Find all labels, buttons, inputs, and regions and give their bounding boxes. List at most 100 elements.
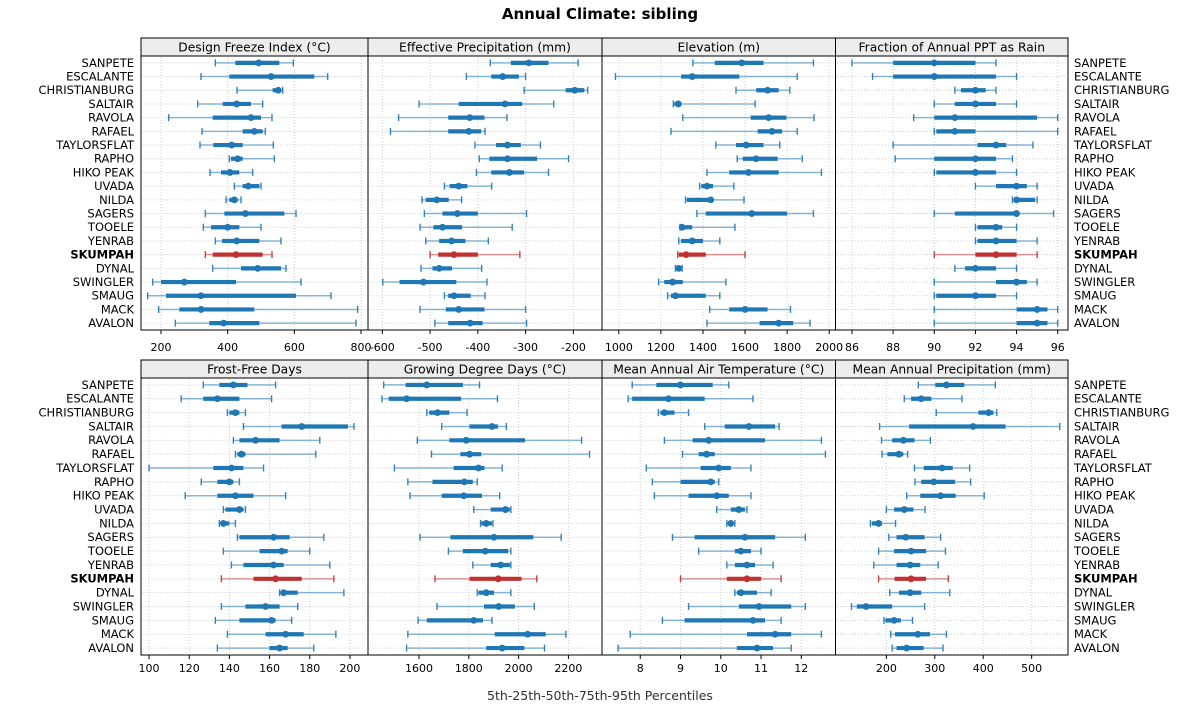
- median-dot: [482, 589, 490, 597]
- interval-taylorsflat: [474, 141, 542, 149]
- site-label-right-sanpete-row0: SANPETE: [1074, 56, 1126, 70]
- site-label-left-dynal-row1: DYNAL: [96, 586, 135, 600]
- median-dot: [501, 100, 509, 108]
- median-dot: [232, 492, 239, 500]
- median-dot: [675, 264, 683, 272]
- interval-uvada: [233, 182, 262, 190]
- interval-saltair: [440, 422, 508, 430]
- median-dot: [1013, 182, 1020, 190]
- panel-frame: [367, 377, 603, 656]
- site-label-left-tooele-row0: TOOELE: [87, 220, 134, 234]
- site-label-right-smaug-row1: SMAUG: [1074, 613, 1116, 627]
- median-dot: [745, 169, 752, 176]
- median-dot: [1033, 306, 1041, 313]
- interval-hiko-peak: [409, 492, 501, 500]
- site-label-left-skumpah-row1: SKUMPAH: [70, 572, 134, 586]
- axis-tick-label: 88: [886, 341, 900, 354]
- interval-skumpah: [220, 575, 335, 583]
- site-label-right-sanpete-row1: SANPETE: [1074, 378, 1126, 392]
- interval-taylorsflat: [199, 141, 275, 149]
- interval-dynal: [674, 264, 683, 272]
- axis-tick-label: 1800: [455, 662, 483, 675]
- axis-tick-label: 96: [1051, 341, 1065, 354]
- median-dot: [466, 114, 474, 122]
- axis-tick-label: 160: [259, 662, 280, 675]
- median-dot: [232, 409, 239, 417]
- median-dot: [972, 86, 979, 94]
- median-dot: [943, 381, 950, 389]
- median-dot: [276, 644, 284, 652]
- interval-mack: [157, 305, 359, 313]
- axis-tick-label: 600: [284, 341, 305, 354]
- interval-smaug: [417, 616, 493, 624]
- interval-uvada: [698, 182, 735, 190]
- median-dot: [497, 561, 505, 569]
- interval-avalon: [405, 644, 546, 652]
- median-dot: [1013, 196, 1020, 204]
- site-label-right-rapho-row1: RAPHO: [1074, 475, 1114, 489]
- median-dot: [937, 492, 945, 500]
- strip-title: Elevation (m): [677, 41, 760, 55]
- site-label-left-yenrab-row1: YENRAB: [87, 558, 134, 572]
- site-label-right-skumpah-row1: SKUMPAH: [1074, 572, 1138, 586]
- axis-tick-label: 1400: [689, 341, 717, 354]
- interval-uvada: [885, 506, 926, 514]
- median-dot: [278, 547, 286, 555]
- site-label-right-skumpah-row0: SKUMPAH: [1074, 248, 1138, 262]
- interval-sanpete: [214, 59, 295, 67]
- median-dot: [930, 59, 938, 67]
- median-dot: [465, 127, 473, 135]
- median-dot: [705, 436, 713, 444]
- interval-dynal: [476, 589, 512, 597]
- median-dot: [280, 589, 288, 597]
- interval-skumpah: [877, 575, 950, 583]
- interval-taylorsflat: [148, 464, 265, 472]
- median-dot: [972, 100, 979, 108]
- median-dot: [674, 100, 682, 108]
- median-dot: [267, 73, 275, 80]
- interval-christianburg: [657, 409, 690, 417]
- median-dot: [749, 616, 757, 624]
- median-dot: [250, 127, 258, 135]
- median-dot: [495, 603, 503, 610]
- median-dot: [272, 575, 279, 583]
- site-label-left-rapho-row1: RAPHO: [94, 475, 134, 489]
- site-label-left-dynal-row0: DYNAL: [96, 261, 135, 275]
- median-dot: [771, 630, 779, 638]
- interval-escalante: [180, 395, 273, 403]
- interval-hiko-peak: [933, 168, 1018, 176]
- interval-escalante: [903, 395, 963, 403]
- panel-frame: [601, 55, 836, 331]
- site-label-right-dynal-row0: DYNAL: [1074, 261, 1113, 275]
- interval-skumpah: [434, 575, 538, 583]
- site-label-left-rapho-row0: RAPHO: [94, 152, 134, 166]
- interval-rafael: [234, 450, 317, 458]
- interval-smaug: [443, 292, 486, 300]
- median-dot: [220, 319, 228, 327]
- median-dot: [688, 73, 696, 80]
- panel-frame: [835, 377, 1069, 656]
- interval-skumpah: [933, 251, 1038, 259]
- median-dot: [899, 436, 907, 444]
- median-dot: [768, 127, 776, 135]
- median-dot: [230, 381, 237, 389]
- median-dot: [875, 520, 883, 527]
- interval-swingler: [933, 278, 1038, 286]
- interval-taylorsflat: [393, 464, 503, 472]
- median-dot: [862, 603, 870, 610]
- panel-frame: [601, 377, 836, 656]
- median-dot: [755, 603, 763, 610]
- site-label-right-ravola-row0: RAVOLA: [1074, 111, 1120, 125]
- site-label-right-sagers-row0: SAGERS: [1074, 206, 1121, 220]
- site-label-left-mack-row1: MACK: [101, 627, 135, 641]
- interval-mack: [419, 305, 527, 313]
- site-label-left-avalon-row0: AVALON: [88, 316, 134, 330]
- interval-tooele: [697, 547, 762, 555]
- interval-uvada: [716, 506, 748, 514]
- site-label-right-rafael-row1: RAFAEL: [1074, 447, 1117, 461]
- median-dot: [743, 561, 751, 569]
- median-dot: [180, 278, 188, 286]
- interval-sanpete: [692, 59, 815, 67]
- axis-tick-label: 8: [637, 662, 644, 675]
